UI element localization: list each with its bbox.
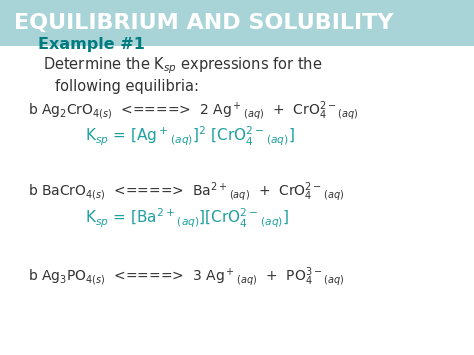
Text: b Ag$_3$PO$_{4(s)}$  <====>  3 Ag$^+$$_{(aq)}$  +  PO$_4^{3-}$$_{(aq)}$: b Ag$_3$PO$_{4(s)}$ <====> 3 Ag$^+$$_{(a… [28, 266, 345, 288]
Text: following equilibria:: following equilibria: [55, 80, 199, 94]
Text: EQUILIBRIUM AND SOLUBILITY: EQUILIBRIUM AND SOLUBILITY [14, 13, 394, 33]
Text: K$_{sp}$ = [Ag$^+$$_{(aq)}$]$^2$ [CrO$_4^{2-}$$_{(aq)}$]: K$_{sp}$ = [Ag$^+$$_{(aq)}$]$^2$ [CrO$_4… [85, 125, 295, 148]
Text: K$_{sp}$ = [Ba$^{2+}$$_{(aq)}$][CrO$_4^{2-}$$_{(aq)}$]: K$_{sp}$ = [Ba$^{2+}$$_{(aq)}$][CrO$_4^{… [85, 207, 290, 230]
Text: b BaCrO$_{4(s)}$  <====>  Ba$^{2+}$$_{(aq)}$  +  CrO$_4^{2-}$$_{(aq)}$: b BaCrO$_{4(s)}$ <====> Ba$^{2+}$$_{(aq)… [28, 180, 345, 203]
Text: Determine the K$_{sp}$ expressions for the: Determine the K$_{sp}$ expressions for t… [43, 55, 322, 76]
Text: b Ag$_2$CrO$_{4(s)}$  <====>  2 Ag$^+$$_{(aq)}$  +  CrO$_4^{2-}$$_{(aq)}$: b Ag$_2$CrO$_{4(s)}$ <====> 2 Ag$^+$$_{(… [28, 99, 359, 121]
FancyBboxPatch shape [0, 0, 474, 46]
Text: Example #1: Example #1 [38, 37, 145, 52]
